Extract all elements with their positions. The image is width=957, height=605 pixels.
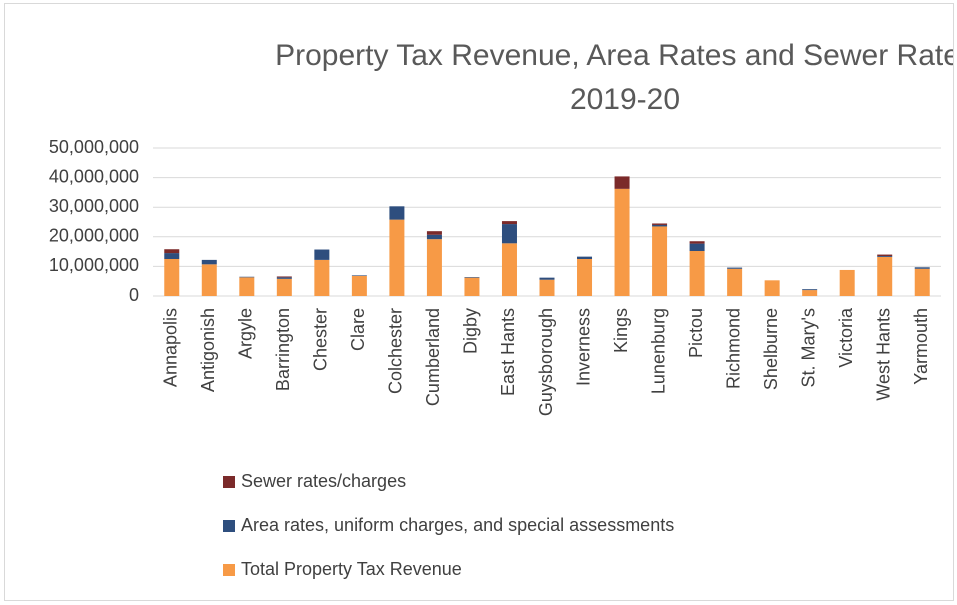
- legend-label: Total Property Tax Revenue: [241, 559, 462, 579]
- bar-segment: [314, 249, 330, 260]
- bar-segment: [164, 249, 180, 254]
- bar-segment: [276, 278, 292, 296]
- legend-swatch: [223, 564, 235, 576]
- y-tick-label: 20,000,000: [49, 226, 139, 246]
- x-tick-label: St. Mary's: [798, 308, 818, 387]
- x-tick-label: Guysborough: [536, 308, 556, 416]
- bar-segment: [314, 259, 330, 296]
- bar-segment: [727, 268, 743, 296]
- x-tick-label: Yarmouth: [911, 308, 931, 385]
- bar-segment: [689, 241, 705, 244]
- bar-segment: [164, 253, 180, 259]
- y-tick-label: 50,000,000: [49, 137, 139, 157]
- x-tick-label: Digby: [461, 308, 481, 354]
- bar-segment: [727, 267, 743, 269]
- legend-label: Sewer rates/charges: [241, 471, 406, 491]
- bar-segment: [276, 276, 292, 278]
- x-tick-label: Victoria: [836, 307, 856, 368]
- bar-segment: [539, 277, 555, 280]
- x-tick-label: West Hants: [873, 308, 893, 401]
- bar-segment: [239, 277, 255, 296]
- x-tick-label: Chester: [311, 308, 331, 371]
- y-tick-label: 30,000,000: [49, 196, 139, 216]
- bar-segment: [201, 264, 217, 296]
- bar-segment: [164, 259, 180, 296]
- bar-segment: [351, 275, 367, 276]
- bar-segment: [802, 290, 818, 296]
- bar-segment: [577, 256, 593, 259]
- x-tick-label: Antigonish: [198, 308, 218, 392]
- bar-segment: [351, 275, 367, 296]
- y-tick-label: 0: [129, 285, 139, 305]
- x-tick-label: Shelburne: [761, 308, 781, 390]
- bar-segment: [689, 243, 705, 252]
- bar-segment: [652, 224, 668, 227]
- bar-segment: [426, 234, 442, 240]
- bar-segment: [802, 289, 818, 291]
- bar-segment: [839, 269, 855, 296]
- bar-segment: [577, 259, 593, 296]
- bar-segment: [877, 256, 893, 257]
- x-tick-label: Cumberland: [423, 308, 443, 406]
- bar-segment: [501, 224, 517, 244]
- bar-segment: [614, 176, 630, 189]
- y-tick-label: 10,000,000: [49, 255, 139, 275]
- x-tick-label: Pictou: [686, 308, 706, 358]
- bar-segment: [239, 276, 255, 278]
- legend-label: Area rates, uniform charges, and special…: [241, 515, 674, 535]
- bar-segment: [877, 256, 893, 296]
- x-tick-label: Kings: [611, 308, 631, 353]
- x-tick-label: Argyle: [236, 308, 256, 359]
- bar-segment: [426, 239, 442, 296]
- legend: Total Property Tax Revenue Area rates, un…: [223, 471, 674, 579]
- bar-segment: [539, 279, 555, 296]
- bar-segment: [201, 259, 217, 265]
- bar-segment: [914, 268, 930, 296]
- x-tick-label: Annapolis: [161, 308, 181, 387]
- bar-segment: [389, 219, 405, 296]
- bar-segment: [914, 267, 930, 269]
- chart: 0 10,000,000 20,000,000 30,000,000 40,000,00…: [49, 137, 941, 579]
- bar-segment: [614, 188, 630, 296]
- bar-segment: [764, 280, 780, 296]
- bar-segment: [652, 226, 668, 296]
- bar-segment: [501, 243, 517, 296]
- bar-segment: [464, 277, 480, 296]
- bar-segment: [689, 251, 705, 296]
- x-tick-label: Inverness: [573, 308, 593, 386]
- bar-segment: [389, 206, 405, 220]
- x-tick-label: Colchester: [386, 308, 406, 394]
- x-tick-label: Clare: [348, 308, 368, 351]
- bar-segment: [501, 221, 517, 225]
- x-tick-label: Lunenburg: [648, 308, 668, 394]
- x-tick-label: Barrington: [273, 308, 293, 391]
- x-tick-label: East Hants: [498, 308, 518, 396]
- bar-segment: [464, 277, 480, 278]
- bar-segment: [426, 231, 442, 235]
- bar-segment: [276, 277, 292, 279]
- bar-segment: [652, 223, 668, 225]
- legend-swatch: [223, 476, 235, 488]
- x-tick-label: Richmond: [723, 308, 743, 389]
- y-tick-label: 40,000,000: [49, 166, 139, 186]
- chart-frame: Property Tax Revenue, Area Rates and Sew…: [4, 3, 954, 601]
- bar-segment: [877, 254, 893, 257]
- legend-swatch: [223, 520, 235, 532]
- chart-title: Property Tax Revenue, Area Rates and Sew…: [275, 39, 954, 116]
